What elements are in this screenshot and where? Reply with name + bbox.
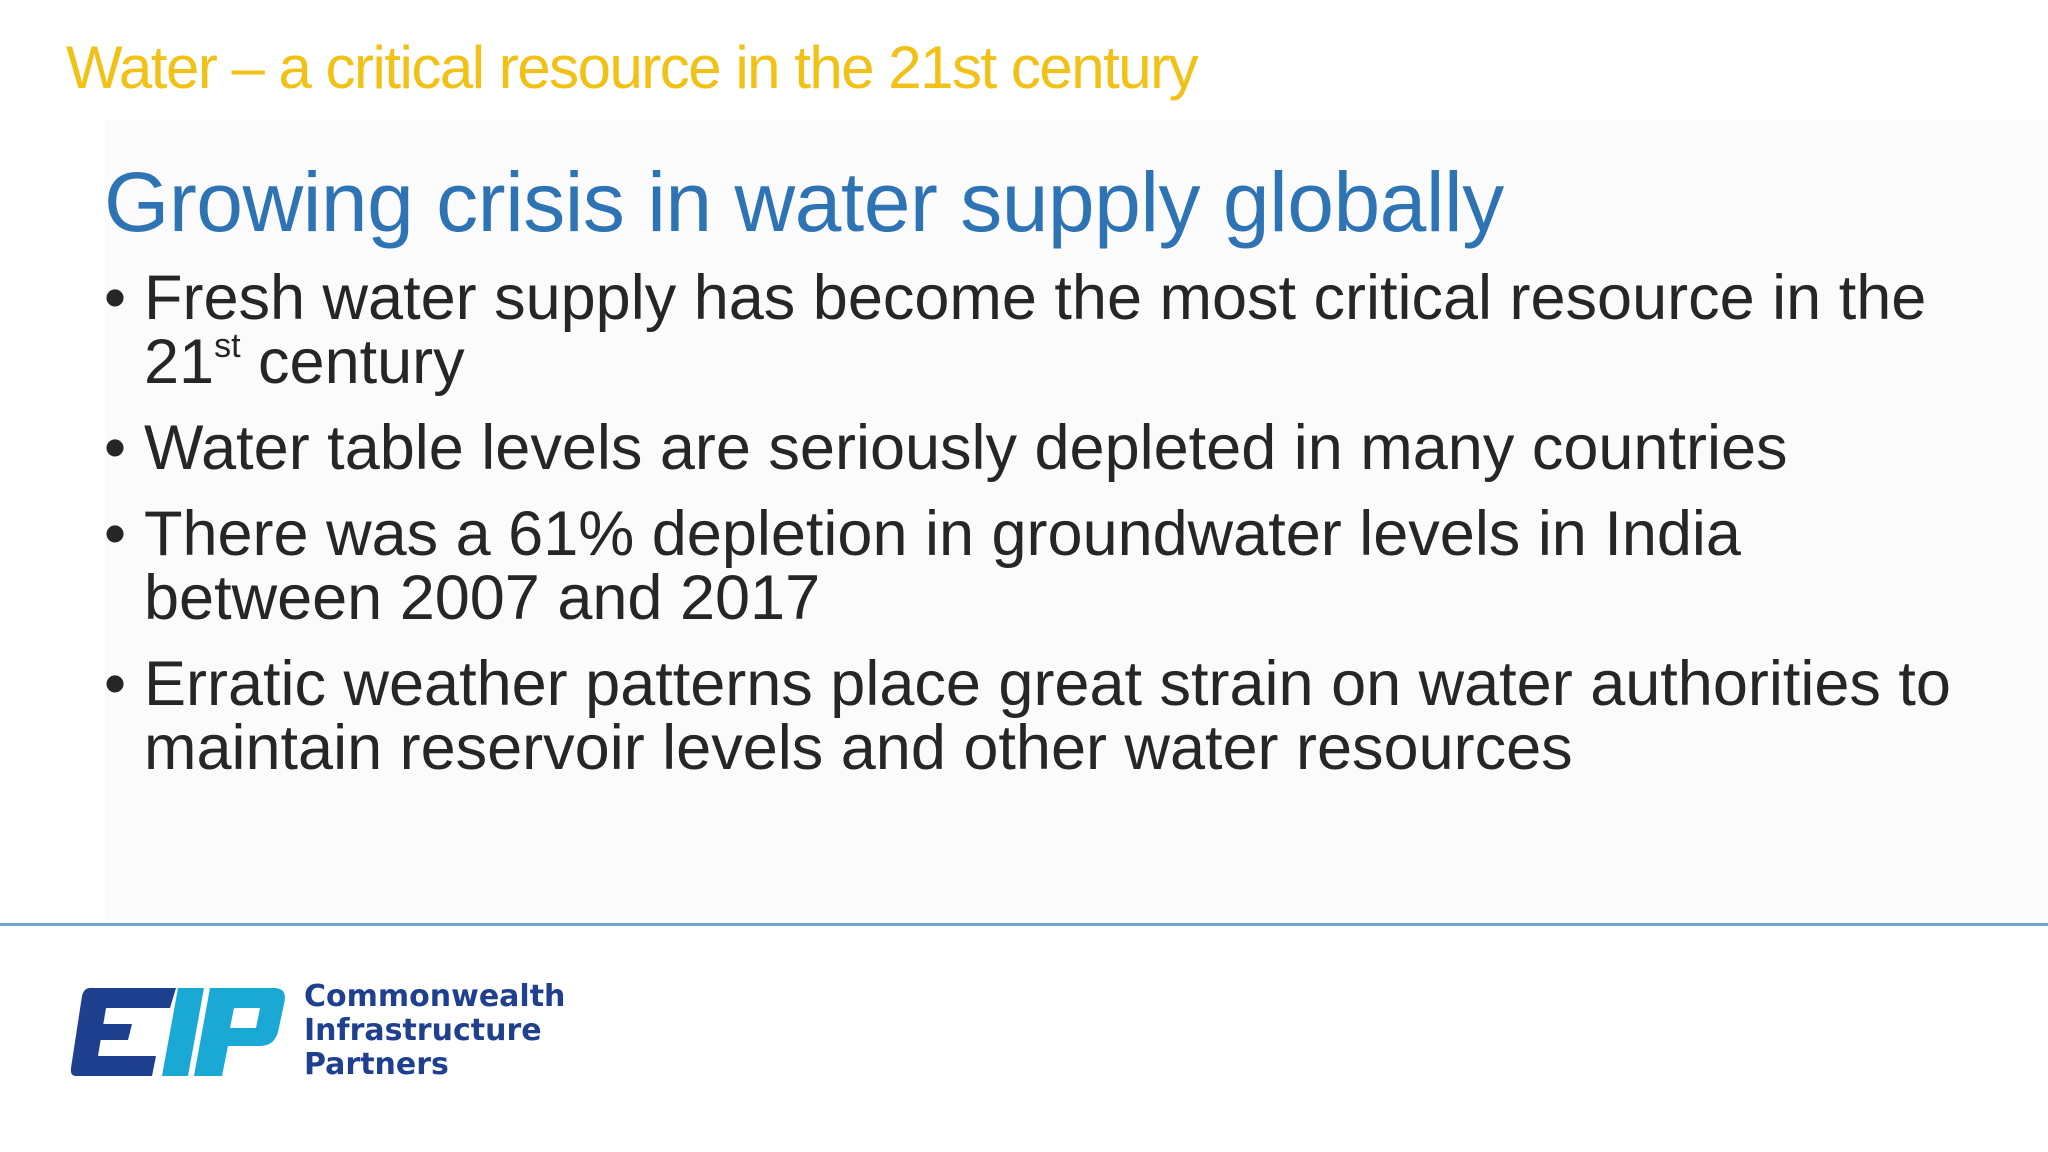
bullet-text: Erratic weather patterns place great str… xyxy=(144,649,1951,783)
logo-text-line: Infrastructure xyxy=(304,1013,542,1048)
section-title: Water – a critical resource in the 21st … xyxy=(66,34,1199,101)
bullet-text: Fresh water supply has become the most c… xyxy=(144,263,1927,397)
bullet-superscript: st xyxy=(214,327,241,365)
logo-text-line: Commonwealth xyxy=(304,979,566,1014)
cip-logo-mark-icon xyxy=(70,988,285,1076)
bullet-text: Water table levels are seriously deplete… xyxy=(144,413,1788,483)
content-background xyxy=(105,120,2048,920)
slide-title: Growing crisis in water supply globally xyxy=(104,155,1504,249)
company-logo: Commonwealth Infrastructure Partners xyxy=(68,980,628,1092)
logo-text-line: Partners xyxy=(304,1047,449,1082)
footer-divider xyxy=(0,923,2048,926)
bullet-item: • Water table levels are seriously deplet… xyxy=(104,416,1984,480)
bullet-list: • Fresh water supply has become the most … xyxy=(104,266,1984,802)
bullet-marker: • xyxy=(104,649,127,719)
bullet-item: • There was a 61% depletion in groundwate… xyxy=(104,502,1984,630)
bullet-text-continued: century xyxy=(240,327,465,397)
bullet-item: • Erratic weather patterns place great st… xyxy=(104,652,1984,780)
bullet-text: There was a 61% depletion in groundwater… xyxy=(144,499,1741,633)
bullet-marker: • xyxy=(104,499,127,569)
logo-wordmark: Commonwealth Infrastructure Partners xyxy=(304,980,565,1082)
bullet-marker: • xyxy=(104,413,127,483)
bullet-item: • Fresh water supply has become the most … xyxy=(104,266,1984,394)
bullet-marker: • xyxy=(104,263,127,333)
